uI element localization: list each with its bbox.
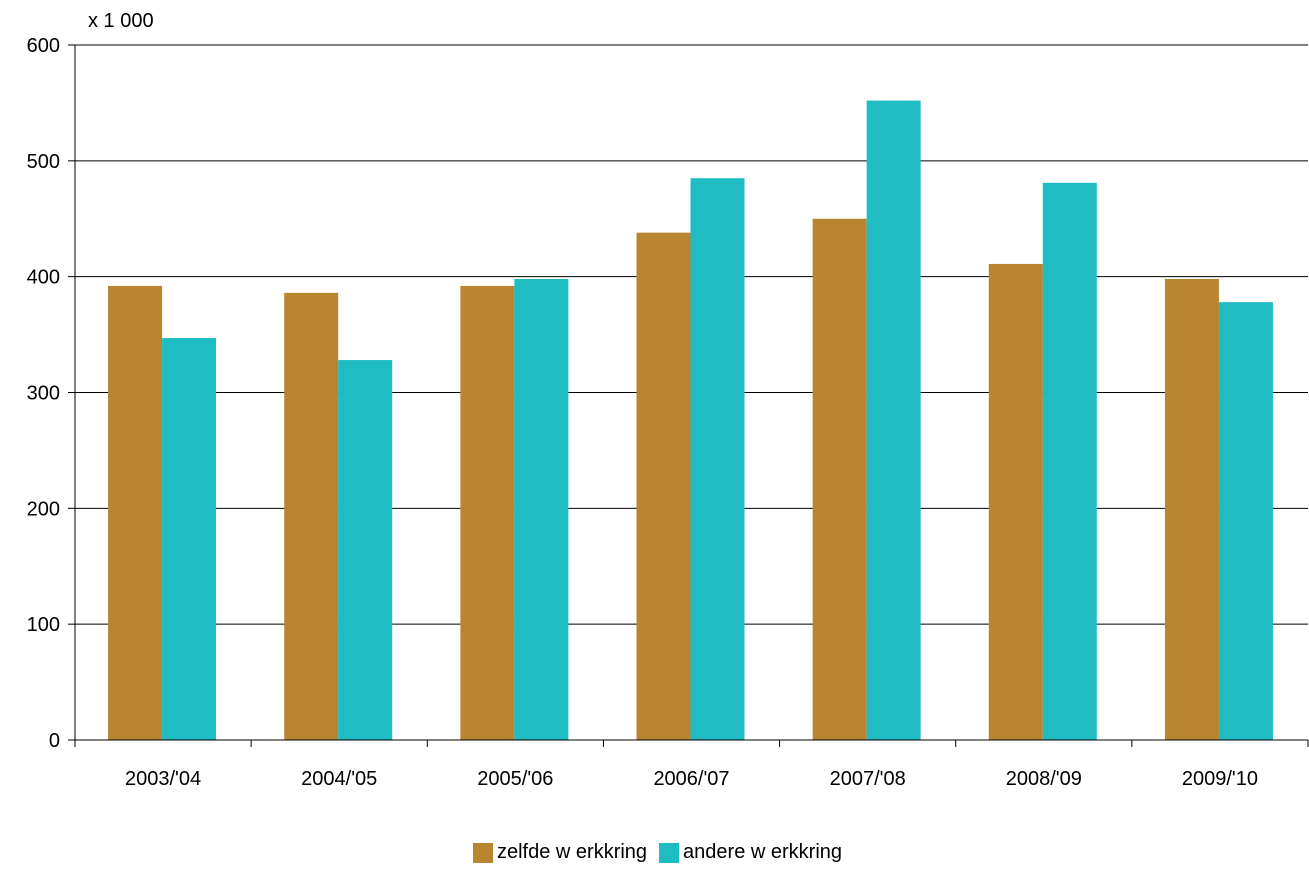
bar-zelfde bbox=[1164, 278, 1219, 740]
axes bbox=[68, 44, 1309, 747]
legend-swatch-zelfde bbox=[472, 842, 493, 863]
bar-zelfde bbox=[460, 285, 515, 740]
y-tick-label: 200 bbox=[27, 498, 60, 520]
legend-item-andere: andere w erkkring bbox=[659, 841, 842, 864]
bar-andere bbox=[866, 100, 921, 741]
x-tick-label: 2008/'09 bbox=[1006, 768, 1082, 790]
y-tick-label: 400 bbox=[27, 267, 60, 289]
legend: zelfde w erkkring andere w erkkring bbox=[0, 841, 1309, 864]
legend-swatch-andere bbox=[659, 842, 680, 863]
bar-andere bbox=[338, 360, 393, 740]
bar-andere bbox=[1042, 182, 1097, 740]
y-tick-label: 500 bbox=[27, 151, 60, 173]
bar-zelfde bbox=[636, 232, 691, 740]
y-tick-label: 600 bbox=[27, 35, 60, 57]
x-tick-label: 2003/'04 bbox=[125, 768, 201, 790]
unit-label: x 1 000 bbox=[88, 10, 154, 32]
bar-zelfde bbox=[108, 285, 163, 740]
bar-zelfde bbox=[988, 263, 1043, 740]
x-tick-label: 2006/'07 bbox=[653, 768, 729, 790]
bar-andere bbox=[162, 338, 217, 740]
bar-andere bbox=[1218, 302, 1273, 740]
bar-zelfde bbox=[284, 292, 339, 740]
legend-item-zelfde: zelfde w erkkring bbox=[472, 841, 648, 864]
x-tick-label: 2007/'08 bbox=[830, 768, 906, 790]
y-tick-label: 100 bbox=[27, 614, 60, 636]
legend-label-andere: andere w erkkring bbox=[683, 841, 843, 863]
y-tick-label: 0 bbox=[49, 730, 60, 752]
y-tick-label: 300 bbox=[27, 383, 60, 405]
y-tick-labels: 0 100 200 300 400 500 600 bbox=[27, 35, 60, 752]
x-tick-label: 2009/'10 bbox=[1182, 768, 1258, 790]
bar-zelfde bbox=[812, 218, 867, 740]
legend-label-zelfde: zelfde w erkkring bbox=[496, 841, 648, 863]
bar-andere bbox=[690, 178, 745, 741]
bar-andere bbox=[514, 278, 569, 740]
bars bbox=[108, 100, 1273, 741]
x-tick-label: 2004/'05 bbox=[301, 768, 377, 790]
x-tick-labels: 2003/'04 2004/'05 2005/'06 2006/'07 2007/'08… bbox=[125, 768, 1258, 790]
x-tick-label: 2005/'06 bbox=[477, 768, 553, 790]
